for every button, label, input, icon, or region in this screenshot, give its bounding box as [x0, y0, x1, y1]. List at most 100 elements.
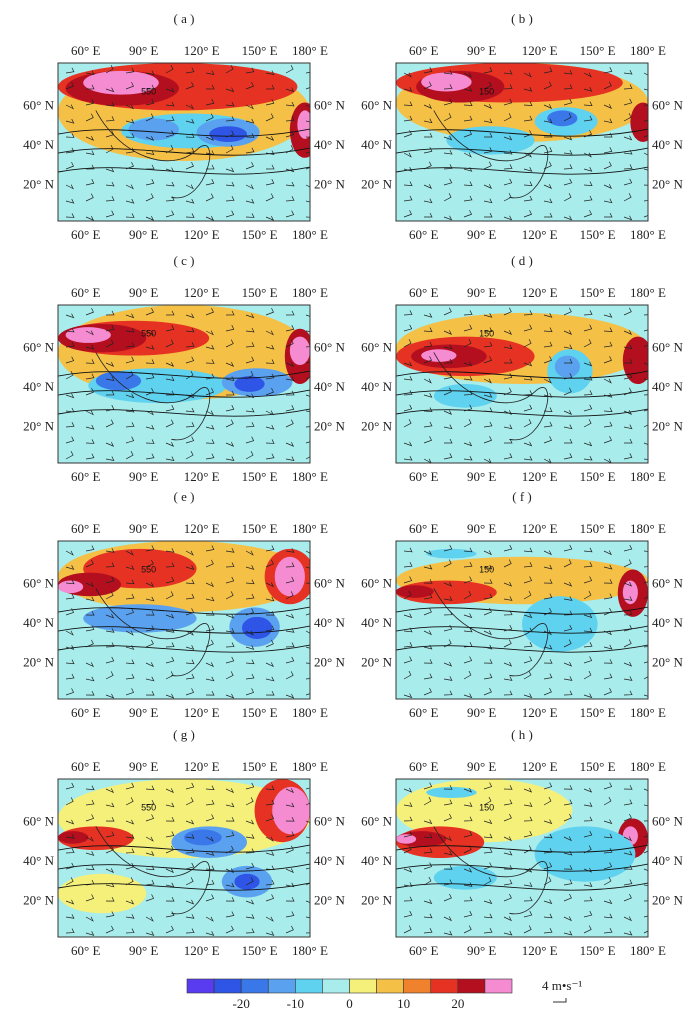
wind-barb: [523, 562, 533, 568]
wind-barb: [305, 802, 310, 806]
wind-barb: [623, 813, 632, 822]
wind-barb: [643, 788, 648, 791]
wind-barb: [583, 441, 593, 447]
wind-barb: [403, 830, 413, 838]
wind-barb: [443, 610, 453, 616]
wind-barb: [85, 662, 95, 668]
wind-barb: [423, 848, 433, 854]
height-contour: [396, 625, 648, 634]
wind-barb: [85, 164, 95, 170]
wind-barb: [145, 931, 155, 936]
lon-tick-label: 60° E: [409, 227, 438, 242]
wind-barb: [145, 610, 155, 616]
wind-barb: [643, 630, 648, 632]
wind-barb: [125, 550, 134, 556]
wind-barb: [423, 184, 433, 189]
wind-barb: [265, 639, 274, 648]
wind-barb: [245, 436, 255, 444]
wind-barb: [65, 327, 75, 333]
wind-barb: [543, 848, 553, 854]
wind-barb: [603, 104, 613, 109]
wind-barb: [643, 930, 648, 934]
wind-barb: [305, 662, 310, 664]
panel-frame: [57, 62, 311, 222]
wind-barb: [423, 104, 433, 109]
colorbar-swatch: [240, 978, 269, 994]
wind-barb: [85, 799, 95, 806]
wind-barb: [563, 850, 573, 856]
wind-reference-vector: [553, 998, 567, 1003]
wind-barb: [125, 356, 135, 364]
wind-anomaly-patch: [274, 556, 305, 597]
wind-barb: [285, 196, 295, 202]
wind-barb: [543, 378, 552, 384]
lat-tick-label: 20° N: [652, 419, 683, 434]
wind-barb: [443, 661, 453, 667]
wind-barb: [523, 339, 532, 348]
wind-barb: [65, 848, 75, 854]
wind-barb: [225, 591, 234, 600]
wind-barb: [125, 782, 135, 790]
wind-barb: [265, 373, 275, 380]
wind-anomaly-patch: [622, 580, 638, 605]
wind-barb: [265, 439, 275, 444]
wind-barb: [125, 133, 135, 138]
wind-barb: [463, 339, 472, 348]
panel-label: ( a ): [174, 11, 195, 26]
wind-barb: [583, 787, 593, 793]
wind-barb: [65, 450, 74, 460]
wind-barb: [185, 198, 195, 204]
wind-barb: [105, 613, 115, 619]
lon-tick-label: 60° E: [71, 521, 100, 536]
wind-barb: [503, 610, 513, 616]
wind-barb: [225, 925, 234, 934]
lon-tick-label: 60° E: [409, 759, 438, 774]
wind-barb: [185, 147, 195, 154]
wind-barb: [483, 198, 493, 204]
wind-barb: [623, 559, 632, 568]
wind-barb: [305, 456, 310, 460]
wind-barb: [225, 210, 235, 218]
wind-barb: [125, 593, 135, 600]
wind-barb: [603, 862, 613, 870]
wind-barb: [483, 550, 492, 556]
wind-barb: [225, 196, 235, 202]
wind-barb: [265, 410, 274, 416]
wind-barb: [245, 356, 255, 364]
wind-barb: [583, 419, 592, 428]
wind-barb: [125, 184, 134, 190]
wind-barb: [523, 390, 533, 396]
wind-barb: [185, 593, 195, 600]
contour-label: 550: [141, 329, 156, 339]
wind-barb: [305, 330, 310, 332]
wind-barb: [205, 439, 215, 444]
wind-barb: [85, 851, 95, 856]
wind-barb: [145, 113, 154, 122]
wind-barb: [623, 930, 633, 936]
wind-barb: [523, 87, 533, 92]
wind-barb: [105, 339, 114, 348]
wind-barb: [185, 436, 195, 444]
wind-barb: [583, 816, 593, 822]
lat-tick-label: 20° N: [23, 419, 54, 434]
wind-barb: [305, 167, 310, 170]
lat-tick-label: 40° N: [23, 379, 54, 394]
wind-anomaly-patch: [209, 126, 248, 142]
wind-barb: [563, 930, 573, 936]
panel-frame: [395, 304, 649, 464]
wind-barb: [145, 814, 155, 822]
wind-barb: [145, 639, 154, 648]
wind-barb: [205, 453, 215, 460]
wind-barb: [483, 607, 492, 616]
wind-barb: [643, 550, 648, 552]
wind-barb: [105, 196, 115, 202]
wind-barb: [245, 579, 255, 585]
lon-tick-label: 150° E: [242, 943, 278, 958]
wind-barb: [145, 851, 155, 856]
wind-barb: [623, 624, 633, 632]
wind-barb: [225, 671, 234, 680]
wind-barb: [463, 324, 473, 332]
wind-anomaly-patch: [234, 873, 260, 890]
wind-barb: [463, 882, 473, 887]
lon-tick-label: 60° E: [71, 943, 100, 958]
